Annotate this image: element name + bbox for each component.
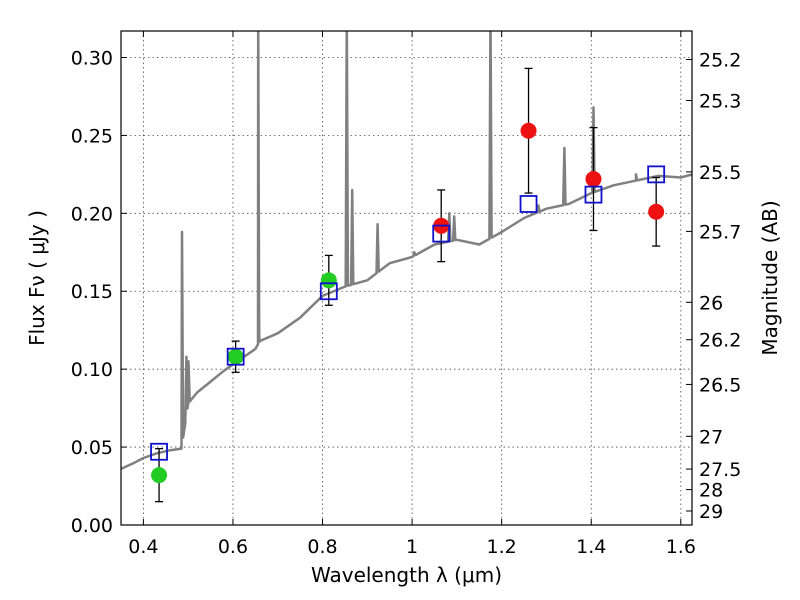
data-point <box>648 203 665 220</box>
y-tick-label: 0.05 <box>71 437 113 459</box>
x-tick-label: 0.8 <box>307 536 337 558</box>
x-tick-label: 1 <box>406 536 418 558</box>
grid <box>121 31 692 526</box>
x-tick-label: 1.4 <box>576 536 606 558</box>
error-bars <box>155 67 661 503</box>
x-tick-label: 0.4 <box>128 536 158 558</box>
x-tick-label: 1.2 <box>487 536 517 558</box>
y-tick-label: 0.30 <box>71 47 113 69</box>
right-tick-label: 27.5 <box>699 459 741 481</box>
model-point <box>150 442 168 461</box>
right-tick-label: 25.2 <box>699 50 741 72</box>
y-tick-label: 0.25 <box>71 125 113 147</box>
y-tick-label: 0.20 <box>71 203 113 225</box>
x-tick-label: 1.6 <box>666 536 696 558</box>
model-point <box>647 165 666 184</box>
data-markers <box>150 122 666 484</box>
model-spectrum <box>121 31 692 471</box>
right-tick-label: 25.5 <box>699 162 741 184</box>
plot-frame <box>120 30 693 526</box>
data-point <box>151 467 168 484</box>
right-tick-label: 27 <box>699 426 723 448</box>
x-axis-label: Wavelength λ (μm) <box>311 563 502 587</box>
axis-ticks: 0.4 0.6 0.8 1 1.2 1.4 1.6 0.00 0.05 0.10 0.15 0.20 0… <box>71 31 741 558</box>
model-point <box>226 347 245 366</box>
right-tick-label: 25.7 <box>699 221 741 243</box>
right-tick-label: 26.5 <box>699 374 741 396</box>
y-axis-label: Flux Fν ( μJy ) <box>25 210 49 346</box>
model-point <box>584 185 603 204</box>
right-tick-label: 29 <box>699 501 723 523</box>
model-point <box>519 195 538 213</box>
y-tick-label: 0.15 <box>71 281 113 303</box>
y-tick-label: 0.00 <box>71 515 113 537</box>
right-tick-label: 28 <box>699 480 723 502</box>
model-point <box>319 282 338 301</box>
right-tick-label: 25.3 <box>699 91 741 113</box>
y-tick-label: 0.10 <box>71 359 113 381</box>
data-point <box>520 122 537 139</box>
right-tick-label: 26.2 <box>699 330 741 352</box>
right-axis-label: Magnitude (AB) <box>758 200 782 355</box>
data-point <box>320 272 337 289</box>
data-point <box>585 171 602 188</box>
model-point <box>432 224 451 243</box>
spectrum-line <box>121 31 692 471</box>
right-tick-label: 26 <box>699 292 723 314</box>
x-tick-label: 0.6 <box>218 536 248 558</box>
data-point <box>227 348 244 365</box>
